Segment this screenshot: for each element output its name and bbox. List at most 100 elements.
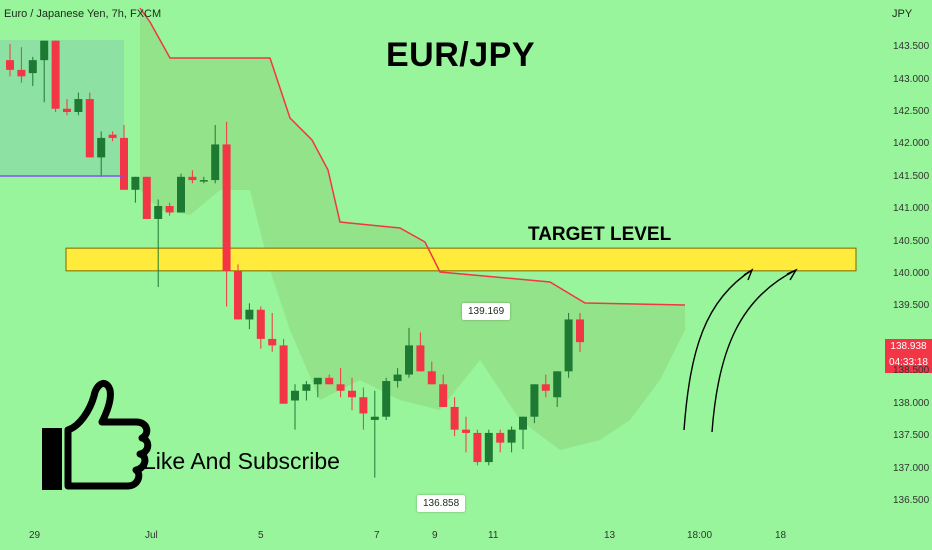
candles-layer — [6, 40, 584, 478]
candle — [576, 312, 584, 352]
candle — [234, 264, 242, 320]
candle-body — [120, 137, 128, 190]
candle — [393, 368, 402, 388]
last-price-tag[interactable]: 138.938 04:33:18 — [885, 339, 932, 373]
candle — [462, 416, 470, 453]
candle-body — [154, 206, 163, 219]
price-tick: 142.000 — [893, 138, 930, 150]
candle — [473, 429, 482, 466]
price-tick: 137.000 — [893, 462, 930, 474]
time-tick: 18:00 — [687, 530, 713, 541]
candle-body — [268, 338, 277, 346]
candle-body — [177, 176, 185, 213]
candle — [120, 124, 128, 190]
candle — [405, 327, 413, 378]
forecast-arrow-2 — [711, 269, 797, 433]
like-subscribe-text: Like And Subscribe — [143, 448, 340, 474]
candle — [439, 374, 448, 407]
time-tick: 29 — [29, 530, 41, 541]
forecast-arrowhead-1 — [743, 268, 754, 281]
price-tick: 136.500 — [893, 494, 930, 506]
candle-body — [256, 309, 265, 339]
price-tick: 142.500 — [893, 106, 930, 117]
candle-body — [63, 108, 71, 113]
candle-body — [199, 180, 208, 182]
high-callout: 139.169 — [462, 303, 511, 320]
time-tick: 7 — [374, 530, 380, 541]
candle — [17, 47, 26, 83]
candle-body — [382, 381, 391, 417]
time-tick: 11 — [488, 530, 499, 541]
candle-body — [530, 384, 539, 417]
candle — [507, 426, 516, 453]
indicator-shade-area — [140, 8, 685, 450]
candle-body — [416, 345, 425, 372]
candle-body — [325, 377, 334, 385]
candle-body — [131, 176, 140, 190]
candle — [165, 202, 174, 216]
indicator-shade-left — [0, 40, 124, 176]
forecast-arrow-1 — [683, 269, 753, 431]
candle — [28, 56, 37, 87]
candle — [142, 176, 151, 219]
price-tick: 137.500 — [893, 430, 930, 442]
chart-title: EUR/JPY — [386, 36, 535, 74]
candle-body — [313, 377, 322, 385]
candle-body — [370, 416, 379, 420]
forecast-arrows — [683, 268, 798, 433]
target-level-label: TARGET LEVEL — [528, 224, 672, 245]
candle-body — [405, 345, 413, 375]
forecast-arrowhead-2 — [786, 268, 798, 281]
candle — [450, 397, 459, 437]
low-callout: 136.858 — [417, 495, 466, 512]
candle — [74, 92, 83, 116]
target-level-zone — [65, 247, 857, 272]
candle — [256, 306, 265, 349]
candle-body — [279, 345, 288, 404]
candle — [108, 131, 117, 142]
candle-body — [553, 371, 562, 398]
candle-body — [188, 176, 197, 181]
candle-body — [142, 176, 151, 219]
price-tick: 143.500 — [893, 41, 930, 53]
candle-body — [496, 432, 505, 443]
candle-body — [348, 390, 356, 398]
bar-countdown: 04:33:18 — [889, 357, 928, 368]
candle-body — [51, 40, 60, 109]
candle — [40, 40, 49, 103]
candle — [6, 43, 14, 77]
candle — [553, 371, 562, 407]
candle-body — [6, 60, 14, 70]
price-tick: 143.000 — [893, 73, 930, 85]
candle — [245, 303, 254, 330]
candle-body — [519, 416, 527, 430]
candle — [291, 384, 299, 430]
candle — [541, 374, 550, 398]
candle-body — [564, 319, 573, 372]
candle-body — [302, 384, 311, 391]
candle-body — [427, 371, 436, 385]
candle — [313, 377, 322, 398]
candle — [325, 374, 334, 385]
candle — [85, 92, 94, 158]
candle — [359, 387, 368, 430]
candle-body — [336, 384, 345, 391]
symbol-label: Euro / Japanese Yen, 7h, FXCM — [4, 8, 162, 20]
candle-body — [28, 60, 37, 74]
candle — [370, 390, 379, 478]
candle — [496, 429, 505, 453]
candle-body — [484, 432, 493, 463]
candle — [530, 384, 539, 424]
time-tick: Jul — [145, 530, 158, 541]
candle — [382, 377, 391, 420]
time-tick: 5 — [258, 530, 264, 541]
candle — [211, 124, 220, 184]
stop-line — [139, 7, 686, 306]
candle — [188, 170, 197, 184]
price-tick: 138.500 — [893, 365, 930, 377]
candle — [279, 338, 288, 404]
candle-body — [291, 390, 299, 401]
candle-body — [165, 206, 174, 213]
candle-body — [234, 270, 242, 320]
